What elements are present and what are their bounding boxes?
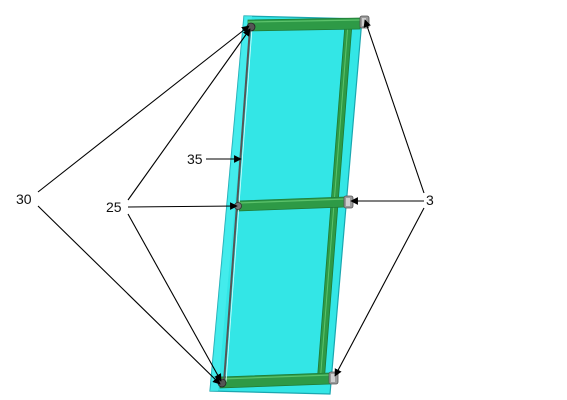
top-crossbar-highlight [247,19,361,23]
bottom-crossbar-highlight [219,374,331,380]
label-25: 25 [106,199,122,215]
leader-lines-25 [127,28,251,382]
leader-lines-30 [37,25,250,385]
middle-bracket [343,195,354,209]
leader-lines-3 [334,19,425,377]
label-35: 35 [187,151,203,167]
middle-crossbar-highlight [237,198,346,204]
label-3: 3 [426,192,434,208]
label-30: 30 [16,191,32,207]
